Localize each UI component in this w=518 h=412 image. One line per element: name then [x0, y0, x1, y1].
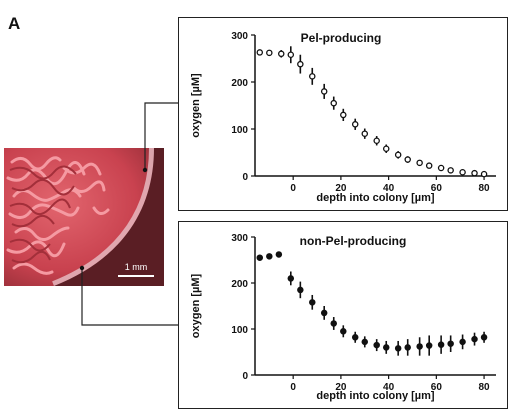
data-point	[361, 338, 369, 346]
x-tick-label: 0	[290, 183, 296, 194]
y-tick-label: 100	[231, 325, 248, 336]
data-point	[416, 343, 423, 350]
data-point	[309, 299, 316, 306]
svg-text:1 mm: 1 mm	[125, 262, 148, 272]
chart-title: Pel-producing	[301, 31, 382, 45]
data-point	[275, 251, 283, 258]
y-tick-label: 200	[231, 279, 248, 290]
x-tick-label: 60	[431, 382, 443, 393]
data-point	[447, 340, 454, 347]
data-point	[351, 334, 359, 341]
data-point	[480, 170, 488, 178]
y-tick-label: 100	[231, 125, 248, 136]
data-point	[351, 121, 359, 128]
data-point	[297, 60, 304, 68]
y-axis-label: oxygen [µM]	[190, 73, 202, 138]
x-tick-label: 0	[290, 382, 296, 393]
data-point	[340, 328, 347, 335]
data-point	[309, 73, 316, 80]
data-point	[320, 88, 328, 95]
y-tick-label: 300	[231, 31, 248, 42]
data-point	[480, 334, 488, 341]
data-point	[256, 254, 264, 261]
data-point	[471, 169, 478, 177]
data-point	[447, 167, 454, 174]
data-point	[459, 338, 466, 346]
data-point	[425, 162, 433, 169]
data-point	[330, 99, 337, 107]
data-point	[340, 111, 347, 119]
data-point	[425, 342, 433, 349]
colony-photo: 1 mm	[4, 148, 164, 286]
data-point	[404, 156, 411, 163]
data-point	[277, 50, 285, 58]
x-tick-label: 40	[383, 382, 395, 393]
x-tick-label: 60	[431, 183, 443, 194]
data-point	[287, 51, 295, 58]
panel-label: A	[8, 14, 21, 33]
data-point	[404, 344, 411, 351]
data-point	[437, 341, 445, 348]
data-point	[382, 145, 390, 152]
y-axis-label: oxygen [µM]	[190, 273, 202, 338]
data-point	[373, 137, 380, 145]
data-point	[416, 159, 423, 167]
x-tick-label: 40	[383, 183, 395, 194]
chart-title: non-Pel-producing	[300, 234, 407, 248]
data-point	[361, 130, 369, 137]
data-point	[394, 151, 402, 159]
x-axis-label: depth into colony [µm]	[316, 390, 434, 402]
x-axis-label: depth into colony [µm]	[316, 192, 434, 204]
data-point	[320, 309, 328, 317]
data-point	[459, 168, 466, 176]
chart-pel-producing-plot: Pel-producing 0 100 200 300 0 20 40 60 80 depth i…	[190, 31, 496, 204]
y-tick-label: 0	[242, 371, 248, 382]
data-point	[266, 253, 273, 260]
data-point	[382, 344, 390, 351]
data-point	[373, 341, 380, 349]
data-point	[330, 320, 337, 327]
x-tick-label: 80	[479, 183, 491, 194]
x-tick-label: 20	[335, 183, 347, 194]
chart-non-pel-producing-plot: non-Pel-producing 0 100 200 300 0 20 40 60 80 dep…	[190, 233, 496, 402]
data-point	[266, 49, 273, 57]
x-tick-label: 20	[335, 382, 347, 393]
data-point	[437, 164, 445, 172]
chart-pel-producing: Pel-producing 0 100 200 300 0 20 40 60 80 depth i…	[178, 17, 508, 211]
data-point	[471, 335, 478, 343]
chart-non-pel-producing: non-Pel-producing 0 100 200 300 0 20 40 60 80 dep…	[178, 221, 508, 409]
data-point	[287, 275, 295, 282]
y-tick-label: 300	[231, 233, 248, 244]
y-tick-label: 0	[242, 172, 248, 183]
data-point	[297, 286, 304, 294]
data-point	[256, 49, 264, 56]
y-tick-label: 200	[231, 78, 248, 89]
x-tick-label: 80	[479, 382, 491, 393]
data-point	[394, 345, 402, 352]
